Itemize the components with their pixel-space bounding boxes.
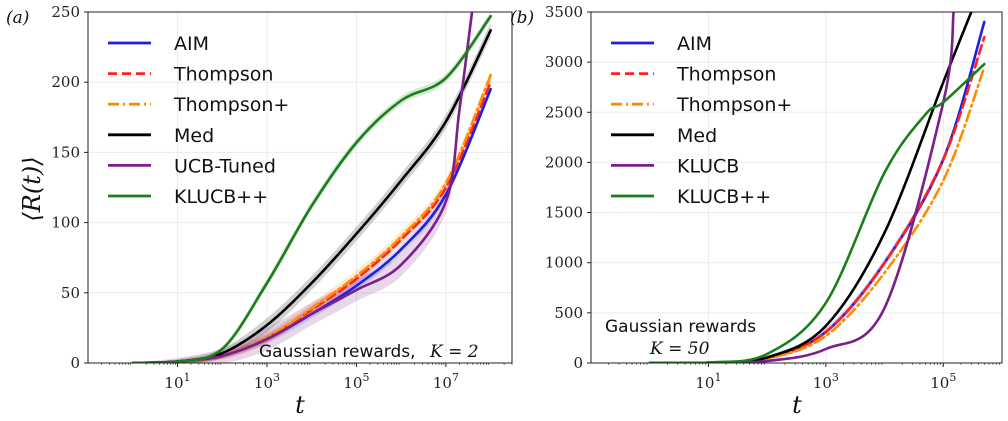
- y-tick-label: 0: [573, 354, 583, 372]
- legend-label: KLUCB++: [174, 186, 268, 208]
- series-band-thompson-: [132, 69, 491, 363]
- y-tick-label: 1500: [545, 204, 583, 222]
- legend-a: AIM Thompson Thompson+ Med UCB-Tuned KLUCB++: [108, 33, 289, 208]
- series-line-klucb-: [131, 14, 492, 363]
- y-tick-label: 100: [51, 214, 80, 232]
- x-axis-label-b: t: [792, 391, 802, 419]
- series-line-thompson-: [131, 73, 492, 363]
- x-tick-label: 105: [343, 371, 369, 392]
- y-tick-label: 2000: [545, 153, 583, 171]
- y-tick-label: 3500: [545, 3, 583, 21]
- chart-panel-a: (a) t ⟨R(t)⟩ 0 50 100 150 200 250 101 103 105 107…: [6, 3, 513, 419]
- y-tick-label: 3000: [545, 53, 583, 71]
- x-tick-label: 105: [930, 371, 956, 392]
- annotation-math-b: K = 50: [649, 339, 710, 359]
- axes-frame-b: [590, 11, 1003, 364]
- legend-label: KLUCB: [677, 155, 739, 177]
- x-tick-label: 107: [433, 371, 459, 392]
- annotation-a: Gaussian rewards, K = 2: [259, 342, 479, 362]
- legend-label: Thompson: [676, 64, 776, 86]
- x-axis-label-a: t: [295, 391, 305, 419]
- y-axis-label-a: ⟨R(t)⟩: [18, 156, 46, 221]
- annotation-math-a: K = 2: [429, 342, 479, 362]
- x-tick-label: 101: [164, 371, 190, 392]
- legend-b: AIM Thompson Thompson+ Med KLUCB KLUCB++: [611, 33, 792, 208]
- y-tick-label: 200: [51, 73, 80, 91]
- annotation-text-b: Gaussian rewards: [605, 317, 756, 337]
- annotation-b: Gaussian rewards K = 50: [605, 317, 756, 359]
- legend-label: AIM: [174, 33, 209, 55]
- panel-label-a: (a): [6, 8, 29, 28]
- chart-panel-b: (b) t 0 500 1000 1500 2000 2500 3000 3500 101 103…: [510, 3, 1003, 419]
- legend-label: UCB-Tuned: [174, 155, 276, 177]
- legend-label: KLUCB++: [677, 186, 771, 208]
- legend-label: Thompson: [173, 64, 273, 86]
- legend-label: Med: [174, 125, 214, 147]
- y-tick-label: 1000: [545, 254, 583, 272]
- annotation-text-a: Gaussian rewards,: [259, 342, 416, 362]
- x-tick-label: 103: [813, 371, 839, 392]
- y-tick-label: 150: [51, 143, 80, 161]
- legend-label: Thompson+: [173, 94, 289, 116]
- legend-label: Med: [677, 125, 717, 147]
- x-tick-label: 103: [254, 371, 280, 392]
- grid-b: [591, 11, 1002, 364]
- panel-label-b: (b): [510, 8, 534, 28]
- legend-label: Thompson+: [676, 94, 792, 116]
- axes-frame-a: [87, 11, 513, 364]
- x-tick-label: 101: [695, 371, 721, 392]
- series-line-klucb-: [648, 62, 986, 363]
- y-tick-label: 0: [70, 354, 80, 372]
- y-tick-label: 2500: [545, 103, 583, 121]
- legend-label: AIM: [677, 33, 712, 55]
- series-lines-a: [131, 12, 492, 363]
- y-tick-label: 250: [51, 3, 80, 21]
- ticks-a: 0 50 100 150 200 250 101 103 105 107: [51, 3, 513, 392]
- y-tick-label: 500: [554, 304, 583, 322]
- y-tick-label: 50: [61, 284, 80, 302]
